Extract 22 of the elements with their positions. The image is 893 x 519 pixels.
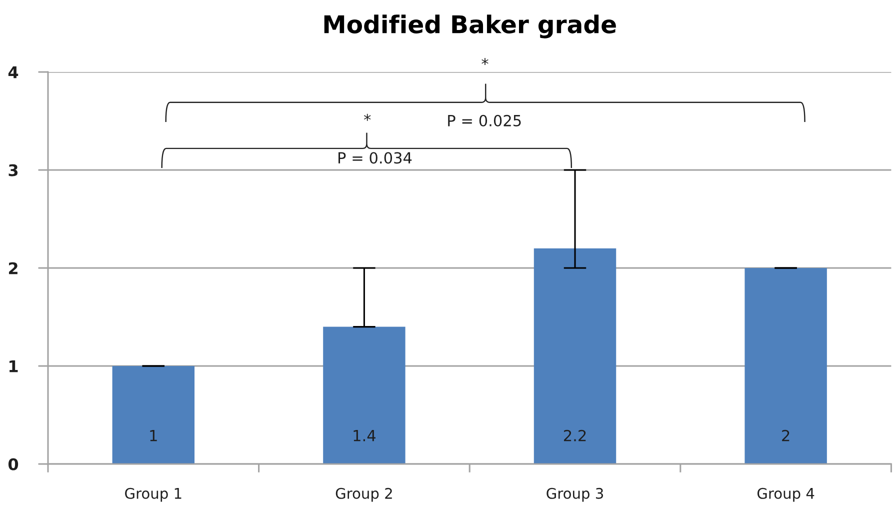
y-tick-label: 4 [8, 66, 18, 78]
y-tick-label: 3 [8, 164, 18, 176]
x-tick-label: Group 4 [757, 488, 814, 502]
annotation: P = 0.025 [448, 114, 521, 126]
data-label: 1.4 [354, 430, 376, 442]
x-tick-label: Group 2 [336, 488, 392, 502]
data-label: 2.2 [564, 430, 586, 442]
text: * [482, 58, 488, 65]
bar [112, 366, 195, 464]
bar [323, 326, 406, 464]
data-label: 2 [782, 430, 790, 442]
annotation: P = 0.034 [338, 152, 412, 164]
bar [744, 268, 827, 464]
bar [534, 248, 616, 464]
y-tick-label: 0 [8, 458, 18, 470]
x-tick-label: Group 1 [125, 488, 182, 502]
annotation: * [364, 114, 371, 121]
data-label: 1 [150, 430, 157, 442]
chart-title: Modified Baker grade [324, 14, 616, 38]
y-tick-label: 2 [8, 262, 18, 274]
y-tick-label: 1 [10, 360, 18, 372]
x-tick-label: Group 3 [546, 488, 603, 502]
